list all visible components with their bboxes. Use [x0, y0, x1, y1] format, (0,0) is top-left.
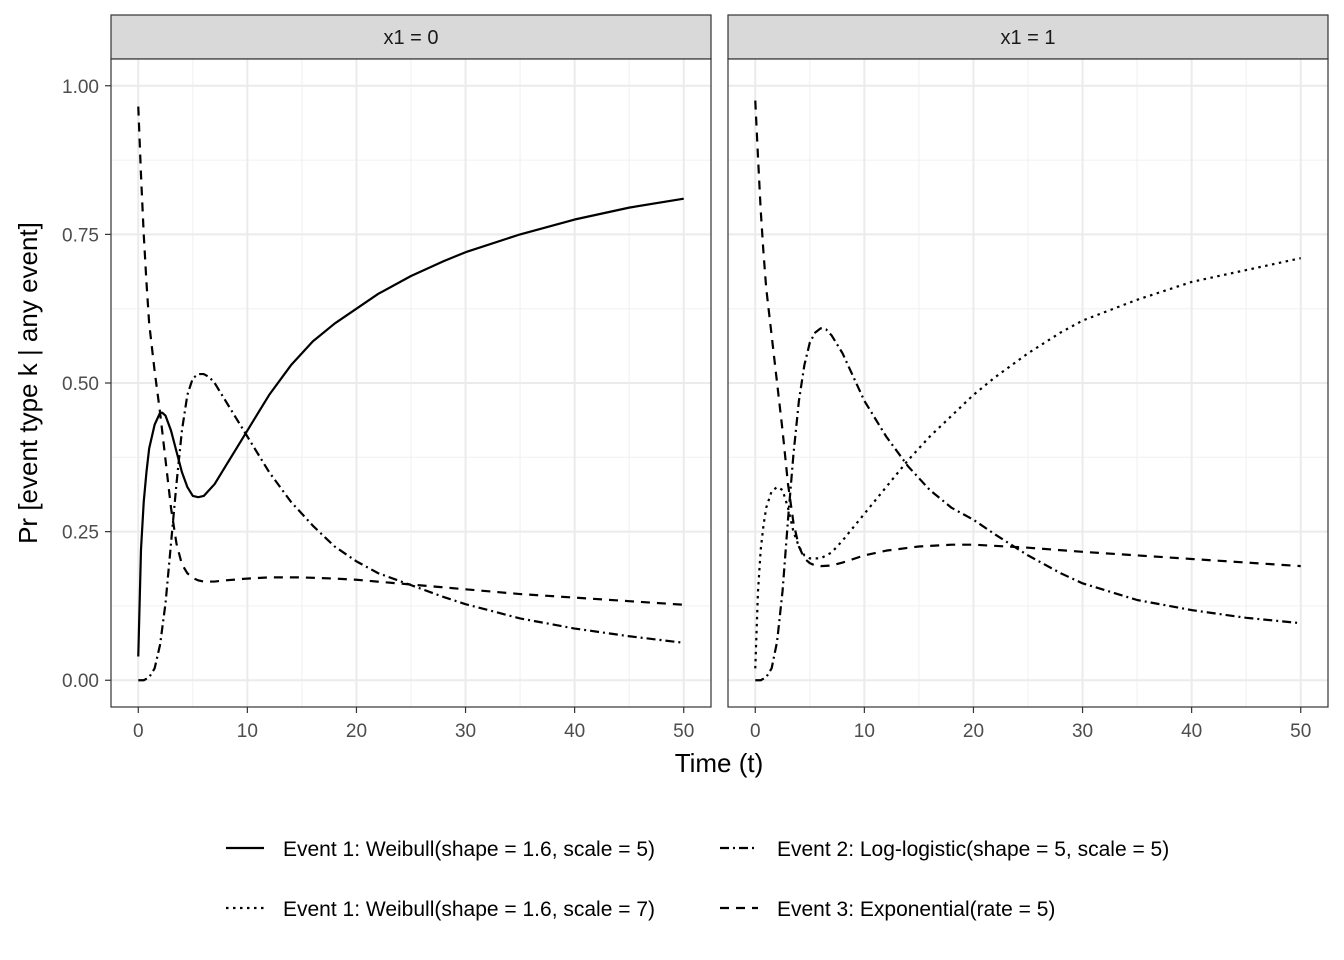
x-tick-label: 40 — [1181, 721, 1202, 742]
series-line-solid — [137, 197, 684, 657]
y-axis-title: Pr [event type k | any event] — [13, 222, 43, 544]
x-tick-label: 20 — [963, 721, 984, 742]
x-tick-label: 0 — [133, 721, 144, 742]
panel-1: x1 = 0 0 10 20 30 40 50 0.00 0.25 0.50 0.75 1.00 — [62, 14, 712, 742]
strip-background — [727, 14, 1329, 60]
y-tick-label: 0.25 — [62, 523, 99, 544]
series-line-dashdot — [755, 327, 1301, 682]
legend-item: Event 3: Exponential(rate = 5) — [720, 898, 1055, 921]
legend: Event 1: Weibull(shape = 1.6, scale = 5)… — [226, 838, 1169, 921]
strip-label: x1 = 1 — [1000, 27, 1055, 49]
legend-label: Event 3: Exponential(rate = 5) — [777, 898, 1055, 921]
legend-item: Event 1: Weibull(shape = 1.6, scale = 7) — [226, 898, 655, 921]
panels-layer: x1 = 00 10 20 30 40 500.000.250.500.751.00x1 … — [62, 14, 1329, 742]
legend-item: Event 1: Weibull(shape = 1.6, scale = 5) — [226, 838, 655, 861]
x-tick-label: 0 — [750, 721, 761, 742]
y-tick-label: 0.75 — [62, 225, 99, 246]
legend-label: Event 1: Weibull(shape = 1.6, scale = 5) — [283, 838, 655, 861]
legend-label: Event 1: Weibull(shape = 1.6, scale = 7) — [283, 898, 655, 921]
x-axis-title: Time (t) — [675, 748, 764, 778]
series-line-dashed — [754, 100, 1301, 568]
x-tick-label: 50 — [1290, 721, 1311, 742]
y-tick-label: 0.50 — [62, 374, 99, 395]
panel-border — [727, 58, 1329, 708]
strip-label: x1 = 0 — [383, 27, 438, 49]
panel-2: x1 = 1 0 10 20 30 40 50 — [727, 14, 1329, 742]
series-line-dotted — [754, 257, 1301, 669]
x-tick-label: 40 — [564, 721, 585, 742]
x-tick-label: 10 — [237, 721, 258, 742]
y-tick-label: 1.00 — [62, 77, 99, 98]
x-tick-label: 30 — [1072, 721, 1093, 742]
x-tick-label: 20 — [346, 721, 367, 742]
legend-label: Event 2: Log-logistic(shape = 5, scale =… — [777, 838, 1169, 861]
legend-item: Event 2: Log-logistic(shape = 5, scale =… — [720, 838, 1169, 861]
x-tick-label: 50 — [673, 721, 694, 742]
x-tick-label: 10 — [854, 721, 875, 742]
y-tick-label: 0.00 — [62, 671, 99, 692]
x-tick-label: 30 — [455, 721, 476, 742]
series-line-dashdot — [138, 372, 684, 682]
strip-background — [110, 14, 712, 60]
series-line-dashed — [137, 106, 684, 606]
